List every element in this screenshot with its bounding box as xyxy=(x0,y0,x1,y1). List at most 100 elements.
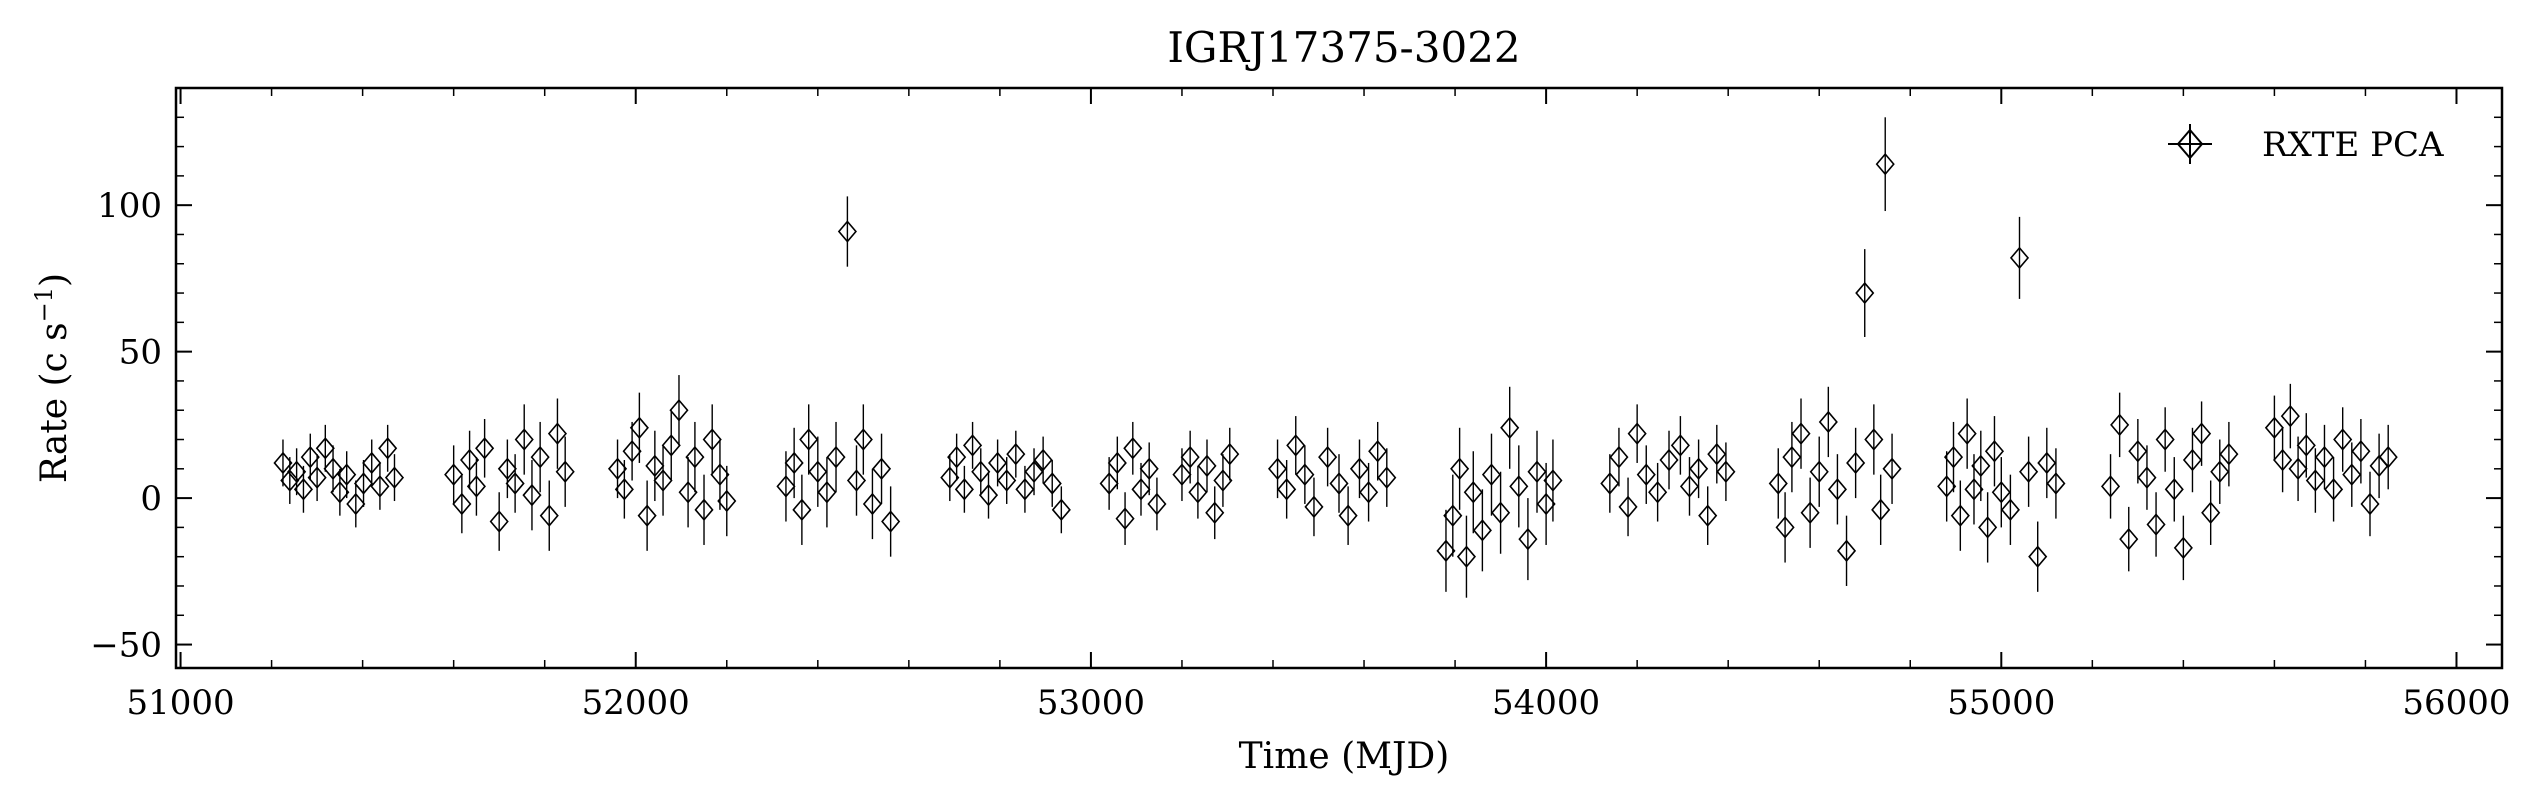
diamond-marker xyxy=(862,492,882,516)
diamond-marker xyxy=(2110,413,2130,437)
data-point xyxy=(2219,421,2239,487)
diamond-marker xyxy=(466,475,486,498)
data-point xyxy=(346,480,366,528)
data-point xyxy=(1818,386,1838,458)
data-point xyxy=(362,439,382,487)
data-point xyxy=(1670,416,1690,475)
data-point xyxy=(978,471,999,519)
diamond-marker xyxy=(1679,475,1700,498)
diamond-marker xyxy=(940,466,960,489)
data-point xyxy=(2351,419,2371,484)
data-point xyxy=(1609,427,1629,487)
diamond-marker xyxy=(547,422,567,445)
data-point xyxy=(460,430,480,490)
diamond-marker xyxy=(792,498,812,522)
data-point xyxy=(1286,416,1306,475)
diamond-marker xyxy=(1543,469,1563,492)
data-point xyxy=(497,439,517,499)
data-point xyxy=(717,465,737,537)
diamond-marker xyxy=(2314,445,2335,469)
diamond-marker xyxy=(1716,460,1736,483)
x-tick-label: 54000 xyxy=(1492,683,1600,723)
data-point xyxy=(1147,477,1167,531)
data-point xyxy=(997,457,1017,504)
diamond-marker xyxy=(717,489,737,513)
data-point xyxy=(862,468,882,540)
diamond-marker xyxy=(1318,445,1338,469)
x-tick-label: 56000 xyxy=(2402,683,2510,723)
diamond-marker xyxy=(1698,504,1718,527)
diamond-marker xyxy=(1689,457,1709,481)
data-point xyxy=(555,436,575,507)
diamond-marker xyxy=(555,460,575,483)
diamond-marker xyxy=(710,463,730,486)
y-tick-label: 50 xyxy=(119,333,162,373)
diamond-marker xyxy=(1220,442,1240,466)
diamond-marker xyxy=(2173,536,2193,560)
diamond-marker xyxy=(1991,481,2011,504)
diamond-marker xyxy=(1338,504,1358,527)
data-point xyxy=(1636,445,1656,504)
data-point xyxy=(2296,413,2316,478)
diamond-marker xyxy=(337,463,357,486)
data-point xyxy=(293,465,314,513)
data-point xyxy=(940,454,960,502)
data-point xyxy=(1197,439,1217,493)
y-tick-label: −50 xyxy=(90,626,162,666)
data-point xyxy=(1871,474,1891,545)
data-point xyxy=(817,457,837,528)
x-tick-label: 52000 xyxy=(582,683,690,723)
data-point xyxy=(808,436,828,507)
data-point xyxy=(1304,477,1324,537)
data-point xyxy=(1543,439,1563,522)
data-point xyxy=(315,424,335,472)
data-point xyxy=(1875,117,1895,212)
diamond-marker xyxy=(1768,472,1788,495)
data-point xyxy=(702,404,722,475)
data-point xyxy=(1220,427,1240,481)
diamond-marker xyxy=(2333,428,2353,451)
diamond-marker xyxy=(2201,501,2221,524)
data-point xyxy=(2342,442,2362,507)
data-point xyxy=(622,421,642,481)
diamond-marker xyxy=(614,478,634,501)
data-point xyxy=(685,421,705,493)
diamond-marker xyxy=(622,439,642,463)
diamond-marker xyxy=(978,483,999,507)
data-point xyxy=(475,419,495,478)
diamond-marker xyxy=(1197,454,1217,478)
diamond-marker xyxy=(1518,527,1538,551)
data-point xyxy=(2288,436,2308,502)
data-point xyxy=(452,474,472,534)
data-point xyxy=(661,410,681,481)
diamond-marker xyxy=(1304,495,1324,519)
data-point xyxy=(384,454,405,502)
y-axis-label-exponent: −1 xyxy=(30,287,58,322)
diamond-marker xyxy=(2100,475,2121,498)
diamond-marker xyxy=(2305,469,2325,492)
data-point xyxy=(1033,436,1053,484)
data-point xyxy=(2210,439,2230,504)
data-point xyxy=(988,439,1008,487)
diamond-marker xyxy=(881,510,901,533)
diamond-marker xyxy=(2128,439,2148,463)
diamond-marker xyxy=(1213,469,1233,492)
data-point xyxy=(323,445,343,493)
diamond-marker xyxy=(1791,422,1811,445)
diamond-marker xyxy=(1964,478,1984,501)
diamond-marker xyxy=(629,416,649,440)
diamond-marker xyxy=(1463,481,1483,504)
data-point xyxy=(1042,460,1062,507)
diamond-marker xyxy=(1871,498,1891,522)
diamond-marker xyxy=(1957,422,1977,445)
data-point xyxy=(2037,427,2057,499)
diamond-marker xyxy=(315,437,335,460)
diamond-marker xyxy=(653,469,673,492)
data-point xyxy=(637,480,657,551)
data-point xyxy=(2305,448,2325,513)
diamond-marker xyxy=(353,472,374,495)
diamond-marker xyxy=(346,492,366,516)
data-point xyxy=(2146,492,2166,557)
data-point xyxy=(1768,448,1788,519)
diamond-marker xyxy=(2280,404,2300,428)
